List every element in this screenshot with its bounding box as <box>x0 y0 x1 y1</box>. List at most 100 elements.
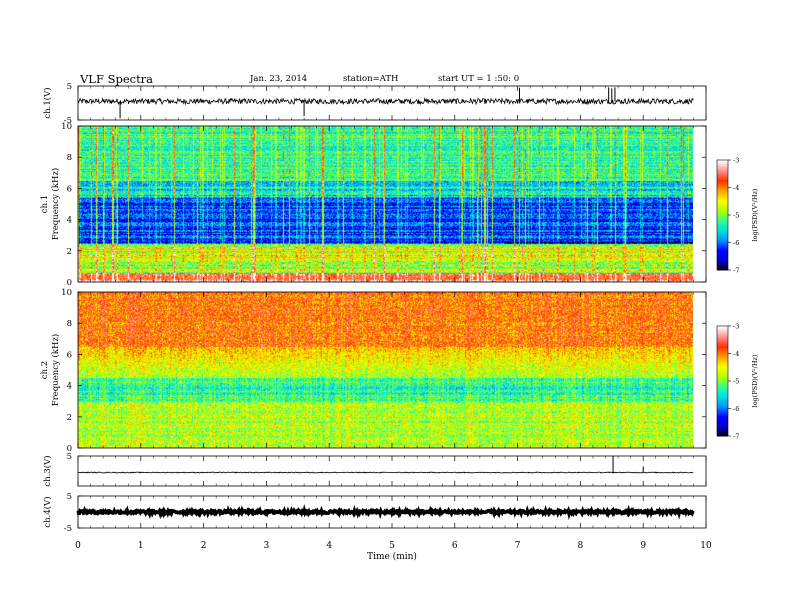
colorbar-cell <box>717 382 728 386</box>
colorbar-tick-label: -3 <box>733 157 739 165</box>
colorbar-cell <box>717 403 728 406</box>
colorbar-cell <box>717 399 728 402</box>
colorbar-cell <box>717 373 728 376</box>
colorbar-cell <box>717 183 728 187</box>
ytick-label: 5 <box>67 82 72 92</box>
colorbar-cell <box>717 342 728 345</box>
colorbar-cell <box>717 262 728 265</box>
colorbar-cell <box>717 346 728 349</box>
colorbar-cell <box>717 198 728 201</box>
ylabel-frequency-ch2: Frequency (kHz) <box>50 334 61 406</box>
colorbar-cell <box>717 180 728 183</box>
colorbar-cell <box>717 359 728 362</box>
ytick-label: 4 <box>67 382 72 392</box>
colorbar-cell <box>717 406 728 409</box>
ytick-label: 2 <box>67 247 72 257</box>
colorbar-cell <box>717 333 728 336</box>
colorbar-cell <box>717 216 728 220</box>
colorbar-cell <box>717 335 728 338</box>
colorbar-cell <box>717 169 728 172</box>
channel-label-ch2: ch.2 <box>40 361 50 379</box>
colorbar-cell <box>717 351 728 354</box>
xtick-label: 8 <box>578 541 584 551</box>
colorbar-cell <box>717 366 728 369</box>
colorbar-cell <box>717 388 728 391</box>
colorbar-cell <box>717 227 728 231</box>
xaxis-label: Time (min) <box>367 551 417 562</box>
colorbar-cell <box>717 193 728 196</box>
colorbar-cell <box>717 220 728 223</box>
colorbar-cell <box>717 397 728 400</box>
colorbar-cell <box>717 163 728 166</box>
ytick-label: -5 <box>64 524 72 534</box>
xtick-label: 2 <box>201 541 207 551</box>
colorbar-cell <box>717 349 728 353</box>
colorbar-cell <box>717 419 728 422</box>
colorbar-cell <box>717 191 728 194</box>
colorbar-cell <box>717 370 728 373</box>
colorbar-cell <box>717 255 728 258</box>
ytick-label: 0 <box>67 444 72 454</box>
colorbar-cell <box>717 189 728 192</box>
colorbar-cell <box>717 196 728 199</box>
ytick-label: 2 <box>67 413 72 423</box>
colorbar-cell <box>717 171 728 174</box>
colorbar-cell <box>717 174 728 177</box>
colorbar-cell <box>717 348 728 351</box>
colorbar-cell <box>717 428 728 431</box>
xtick-label: 4 <box>326 541 332 551</box>
colorbar-cell <box>717 364 728 367</box>
colorbar-cell <box>717 384 728 387</box>
colorbar-cell <box>717 353 728 356</box>
colorbar-cell <box>717 395 728 398</box>
trace-ch1v <box>77 97 694 106</box>
colorbar-tick-label: -7 <box>733 267 739 275</box>
colorbar-cell <box>717 344 728 347</box>
colorbar-cell <box>717 218 728 221</box>
colorbar-tick-label: -7 <box>733 433 739 441</box>
colorbar-cell <box>717 338 728 342</box>
colorbar-cell <box>717 185 728 188</box>
colorbar-cell <box>717 340 728 343</box>
xtick-label: 10 <box>700 541 712 551</box>
ytick-label: 8 <box>67 153 72 163</box>
colorbar-cell <box>717 426 728 430</box>
colorbar-cell <box>717 327 728 331</box>
ytick-label: 5 <box>67 492 72 502</box>
ytick-label: -5 <box>64 116 72 126</box>
colorbar-cell <box>717 417 728 420</box>
start-time-label: start UT = 1 :50: 0 <box>438 74 520 84</box>
colorbar-cell <box>717 381 728 384</box>
ylabel-ch4v: ch.4(V) <box>42 496 53 527</box>
colorbar-cell <box>717 194 728 198</box>
colorbar-cell <box>717 253 728 256</box>
colorbar-cell <box>717 326 728 329</box>
colorbar-cell <box>717 377 728 380</box>
colorbar-cell <box>717 266 728 269</box>
colorbar-cell <box>717 222 728 225</box>
xtick-label: 1 <box>138 541 144 551</box>
colorbar-cell <box>717 259 728 262</box>
colorbar-cell <box>717 215 728 218</box>
colorbar-cell <box>717 371 728 375</box>
colorbar-cell <box>717 202 728 205</box>
colorbar-cell <box>717 235 728 238</box>
colorbar-cell <box>717 408 728 411</box>
colorbar-cell <box>717 331 728 334</box>
colorbar-tick-label: -4 <box>733 350 739 358</box>
colorbar-cell <box>717 425 728 428</box>
colorbar-cell <box>717 329 728 332</box>
ylabel-ch3v: ch.3(V) <box>42 455 53 486</box>
colorbar-cell <box>717 231 728 234</box>
colorbar-cell <box>717 337 728 340</box>
ytick-label: 10 <box>61 288 72 298</box>
colorbar-cell <box>717 393 728 397</box>
xtick-label: 9 <box>640 541 646 551</box>
colorbar-cell <box>717 368 728 371</box>
colorbar-cell <box>717 249 728 253</box>
xtick-label: 3 <box>264 541 270 551</box>
chart-title: VLF Spectra <box>80 72 154 86</box>
colorbar-label-ch2: log(PSD)(V²/Hz) <box>751 354 759 407</box>
trace-ch3v <box>77 471 694 474</box>
